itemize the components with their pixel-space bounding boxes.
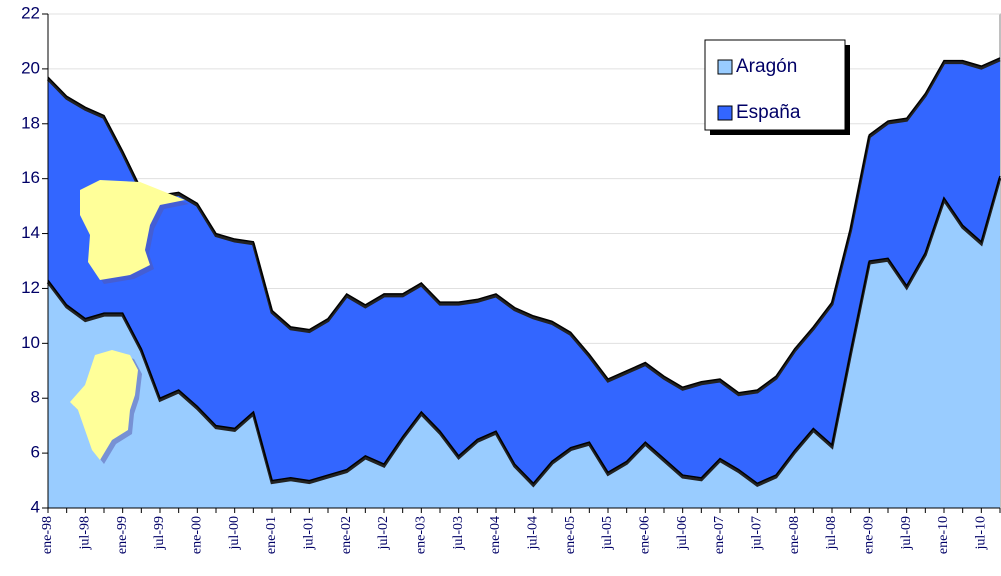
x-tick-label: jul-08 (824, 516, 839, 550)
y-tick-label: 6 (31, 443, 40, 462)
x-tick-label: ene-06 (638, 516, 653, 554)
legend-label: España (736, 102, 801, 123)
axes: 4 6 8 10 12 14 16 18 20 22 ene-98 jul-98 ene-99 jul-9… (21, 3, 1001, 554)
x-tick-label: ene-08 (787, 516, 802, 554)
x-tick-label: jul-10 (974, 516, 989, 550)
x-tick-label: ene-02 (339, 516, 354, 554)
x-tick-label: ene-99 (115, 516, 130, 554)
maps (70, 180, 189, 464)
legend: Aragón España (704, 39, 850, 135)
x-tick-label: ene-04 (488, 516, 503, 554)
y-tick-label: 12 (21, 278, 40, 297)
area (48, 57, 1000, 509)
y-tick-label: 16 (21, 168, 40, 187)
area (48, 175, 1000, 508)
legend-swatch (717, 105, 733, 121)
x-tick-label: jul-03 (451, 516, 466, 550)
x-tick-label: jul-02 (376, 516, 391, 550)
y-tick-label: 20 (21, 58, 40, 77)
legend-label: Aragón (736, 56, 797, 77)
y-tick-label: 14 (21, 223, 40, 242)
x-tick-label: ene-98 (40, 516, 55, 554)
x-tick-label: ene-10 (936, 516, 951, 554)
legend-swatch (717, 59, 733, 75)
spain-map (80, 180, 185, 280)
x-tick-label: jul-07 (750, 516, 765, 550)
x-tick-label: ene-03 (414, 516, 429, 554)
x-tick-label: ene-01 (264, 516, 279, 554)
x-tick-label: jul-00 (227, 516, 242, 550)
x-tick-label: ene-09 (862, 516, 877, 554)
x-tick-label: jul-98 (78, 516, 93, 550)
y-tick-label: 22 (21, 3, 40, 22)
x-tick-label: jul-99 (152, 516, 167, 550)
x-tick-label: ene-05 (563, 516, 578, 554)
aragon-map (70, 350, 138, 460)
x-tick-label: jul-04 (526, 516, 541, 550)
x-tick-label: jul-01 (302, 516, 317, 550)
y-tick-label: 4 (31, 497, 40, 516)
x-tick-label: ene-07 (712, 516, 727, 554)
area-line (47, 57, 1001, 394)
areas (46, 57, 1001, 509)
x-tick-label: jul-06 (675, 516, 690, 550)
area-line (47, 175, 1001, 485)
x-tick-label: jul-09 (899, 516, 914, 550)
y-tick-label: 10 (21, 333, 40, 352)
x-tick-label: ene-00 (190, 516, 205, 554)
x-tick-label: jul-05 (600, 516, 615, 550)
y-tick-label: 8 (31, 388, 40, 407)
y-tick-label: 18 (21, 113, 40, 132)
